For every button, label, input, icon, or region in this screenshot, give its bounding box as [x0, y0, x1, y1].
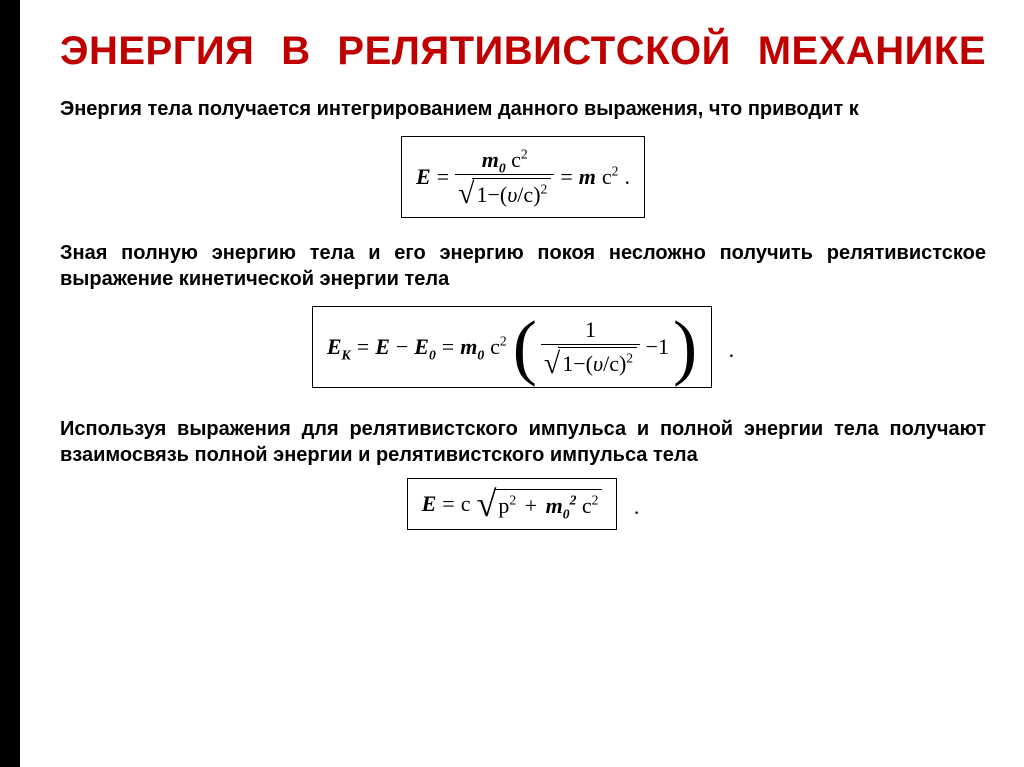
- formula-1-wrap: E = m0 c2 √ 1−(υ/c)2 =: [60, 136, 986, 218]
- f2-frac-num: 1: [582, 317, 599, 344]
- f1-c2: c2: [602, 164, 619, 190]
- f2-E0: E0: [414, 334, 436, 360]
- f2-m0: m0: [460, 334, 484, 360]
- f2-EK: EК: [327, 334, 351, 360]
- f1-v: υ: [507, 182, 517, 207]
- f2-E: E: [375, 334, 390, 360]
- f1-one: 1: [476, 182, 487, 207]
- f3-m02: m02: [546, 493, 577, 518]
- accent-left-border: [0, 0, 20, 767]
- f3-plus: +: [522, 493, 540, 518]
- paragraph-1: Энергия тела получается интегрированием …: [60, 96, 986, 122]
- formula-2: EК = E − E0 = m0 c2 ( 1 √: [312, 306, 712, 388]
- f2-c2: c2: [490, 334, 507, 360]
- f3-E: E: [422, 491, 437, 517]
- f2-eq1: =: [357, 334, 369, 360]
- formula-3-wrap: E = c √ p2 + m02 c2 .: [60, 478, 986, 530]
- slide-content: ЭНЕРГИЯ В РЕЛЯТИВИСТСКОЙ МЕХАНИКЕ Энерги…: [20, 0, 1024, 767]
- f2-minus1: −: [396, 334, 408, 360]
- f1-m0: m0: [482, 147, 506, 172]
- f3-c2: c2: [582, 493, 599, 518]
- f3-eq: =: [442, 491, 454, 517]
- f2-one2: 1: [658, 334, 669, 360]
- f1-eq1: =: [437, 164, 449, 190]
- f1-E: E: [416, 164, 431, 190]
- paragraph-2: Зная полную энергию тела и его энергию п…: [60, 240, 986, 292]
- formula-2-period: .: [729, 337, 735, 363]
- f2-fraction: 1 √ 1−(υ/c)2: [541, 317, 640, 377]
- f1-rp: ): [533, 182, 540, 207]
- slide-title: ЭНЕРГИЯ В РЕЛЯТИВИСТСКОЙ МЕХАНИКЕ: [60, 28, 986, 74]
- formula-3-period: .: [634, 494, 640, 520]
- f2-sqrt: √ 1−(υ/c)2: [544, 347, 637, 376]
- formula-2-wrap: EК = E − E0 = m0 c2 ( 1 √: [60, 306, 986, 388]
- f3-p2: p2: [498, 493, 516, 518]
- f2-bigparen: ( 1 √ 1−(υ/c)2: [513, 317, 697, 377]
- f1-m: m: [579, 164, 596, 190]
- f3-c: c: [461, 491, 471, 517]
- f1-c-den: c: [523, 182, 533, 207]
- formula-3: E = c √ p2 + m02 c2: [407, 478, 618, 530]
- f3-sqrt: √ p2 + m02 c2: [476, 489, 602, 519]
- f1-c2-num: c2: [511, 147, 528, 172]
- f1-eq2: =: [560, 164, 572, 190]
- f2-eq2: =: [442, 334, 454, 360]
- f2-minus2: −: [646, 334, 658, 360]
- f1-sq-den: 2: [541, 181, 548, 196]
- paragraph-3: Используя выражения для релятивистского …: [60, 416, 986, 468]
- formula-1: E = m0 c2 √ 1−(υ/c)2 =: [401, 136, 645, 218]
- f1-minus: −: [487, 182, 499, 207]
- f1-sqrt: √ 1−(υ/c)2: [458, 178, 551, 207]
- f1-dot: .: [624, 164, 630, 190]
- f1-fraction: m0 c2 √ 1−(υ/c)2: [455, 147, 554, 207]
